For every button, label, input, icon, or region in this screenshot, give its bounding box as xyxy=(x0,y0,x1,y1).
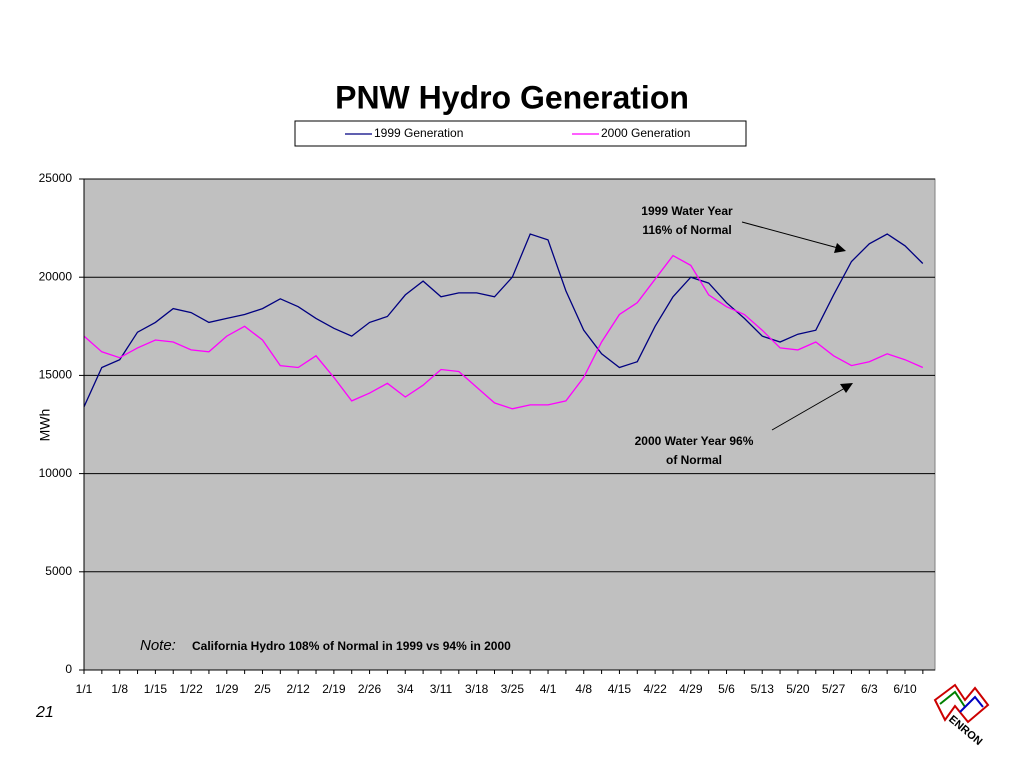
logo-shape xyxy=(959,695,984,713)
x-tick-label: 4/1 xyxy=(540,682,557,696)
x-tick-label: 5/13 xyxy=(751,682,775,696)
annotation: 116% of Normal xyxy=(642,223,731,237)
annotation: 2000 Water Year 96% xyxy=(635,434,754,448)
y-tick-label: 20000 xyxy=(39,269,73,283)
x-tick-label: 2/12 xyxy=(286,682,310,696)
y-tick-label: 25000 xyxy=(39,171,73,185)
legend-label: 1999 Generation xyxy=(374,126,463,140)
chart-title: PNW Hydro Generation xyxy=(335,79,689,115)
y-tick-label: 15000 xyxy=(39,368,73,382)
y-tick-label: 10000 xyxy=(39,466,73,480)
x-tick-label: 2/19 xyxy=(322,682,346,696)
grid xyxy=(84,178,935,573)
x-tick-label: 1/1 xyxy=(76,682,93,696)
x-tick-label: 2/5 xyxy=(254,682,271,696)
x-tick-label: 5/27 xyxy=(822,682,846,696)
arrow xyxy=(771,387,846,431)
x-tick-label: 6/10 xyxy=(893,682,917,696)
y-tick-label: 0 xyxy=(65,662,72,676)
x-tick-label: 5/20 xyxy=(786,682,810,696)
series-line xyxy=(83,233,924,408)
x-tick-label: 1/22 xyxy=(179,682,203,696)
x-tick-label: 1/15 xyxy=(144,682,168,696)
y-axis-label: MWh xyxy=(37,409,53,442)
x-tick-label: 3/11 xyxy=(430,682,453,696)
arrow-head xyxy=(834,243,846,253)
y-tick-label: 5000 xyxy=(45,564,72,578)
annotation: 1999 Water Year xyxy=(641,204,733,218)
logo-shape xyxy=(933,683,990,724)
plot-area xyxy=(83,178,936,671)
x-tick-label: 4/22 xyxy=(643,682,667,696)
note-label: Note: xyxy=(140,637,176,654)
arrow xyxy=(741,221,839,249)
note-text: California Hydro 108% of Normal in 1999 … xyxy=(192,639,511,653)
x-tick-label: 5/6 xyxy=(718,682,735,696)
series-line xyxy=(83,254,924,410)
x-tick-label: 2/26 xyxy=(358,682,382,696)
legend-label: 2000 Generation xyxy=(601,126,690,140)
x-tick-label: 3/4 xyxy=(397,682,414,696)
x-tick-label: 1/8 xyxy=(111,682,128,696)
x-tick-label: 3/25 xyxy=(501,682,525,696)
arrow-head xyxy=(840,383,853,393)
x-tick-label: 4/8 xyxy=(575,682,592,696)
x-tick-label: 6/3 xyxy=(861,682,878,696)
x-tick-label: 4/15 xyxy=(608,682,632,696)
annotation: of Normal xyxy=(666,453,722,467)
logo-shape xyxy=(939,690,966,708)
lines xyxy=(83,233,924,410)
x-tick-label: 4/29 xyxy=(679,682,703,696)
x-tick-label: 1/29 xyxy=(215,682,239,696)
page-number: 21 xyxy=(35,704,54,721)
x-tick-label: 3/18 xyxy=(465,682,489,696)
